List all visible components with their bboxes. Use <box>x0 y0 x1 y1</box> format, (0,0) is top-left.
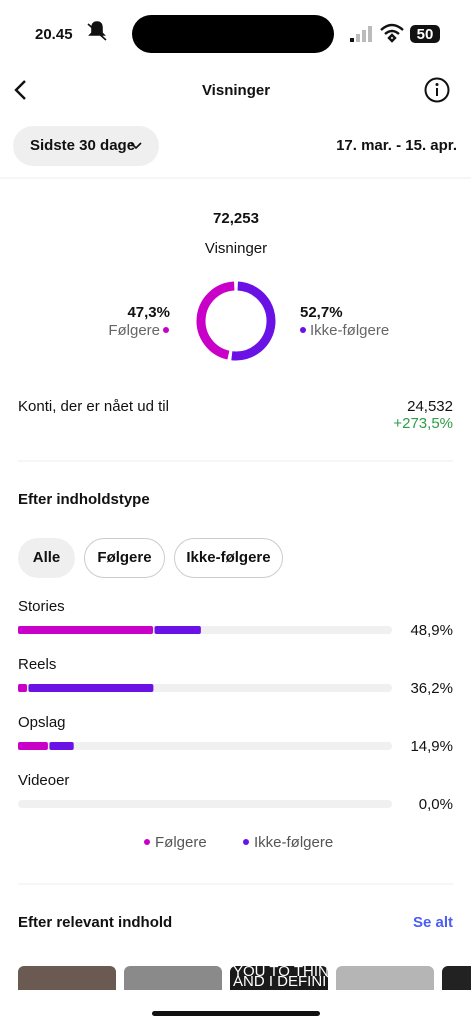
pie-legend: Følgere <box>108 322 160 339</box>
pie-value: 47,3% <box>127 304 170 321</box>
total-views: 72,253 <box>213 210 259 227</box>
signal-icon <box>368 26 372 42</box>
filter-label: Alle <box>33 549 61 566</box>
donut-slice <box>196 281 235 360</box>
signal-icon <box>356 34 360 42</box>
bar-segment <box>49 742 74 750</box>
pie-value: 52,7% <box>300 304 343 321</box>
period-label: Sidste 30 dage <box>30 137 135 154</box>
info-button[interactable] <box>424 77 450 103</box>
reach-value: 24,532 <box>407 398 453 415</box>
total-label: 48,9% <box>410 622 453 639</box>
donut-slice <box>231 281 276 361</box>
battery-level: 50 <box>417 26 434 43</box>
page-title: Visninger <box>202 82 270 99</box>
category-label: Opslag <box>18 714 66 731</box>
home-indicator <box>152 1011 320 1016</box>
legend-dot <box>243 839 249 845</box>
category-label: Videoer <box>18 772 69 789</box>
filter-pill[interactable] <box>18 538 75 578</box>
total-label: Visninger <box>205 240 267 257</box>
pie-legend: Ikke-følgere <box>310 322 389 339</box>
bar-segment <box>18 684 27 692</box>
bar-segment <box>18 626 154 634</box>
total-label: 14,9% <box>410 738 453 755</box>
wifi-icon <box>380 23 404 43</box>
legend-label: Følgere <box>155 834 207 851</box>
filter-label: Følgere <box>97 549 151 566</box>
filter-label: Ikke-følgere <box>186 549 270 566</box>
status-time: 20.45 <box>35 26 73 43</box>
signal-icon <box>350 38 354 42</box>
filter-pill[interactable] <box>84 538 165 578</box>
legend-dot <box>163 327 169 333</box>
thumbnail[interactable] <box>18 966 116 996</box>
category-label: Reels <box>18 656 56 673</box>
period-selector[interactable] <box>13 126 159 166</box>
thumbnail[interactable] <box>124 966 222 996</box>
bar-track <box>18 742 392 750</box>
category-label: Stories <box>18 598 65 615</box>
legend-dot <box>300 327 306 333</box>
bar-track <box>18 800 392 808</box>
bar-segment <box>28 684 154 692</box>
bar-segment <box>18 742 48 750</box>
legend-dot <box>144 839 150 845</box>
total-label: 36,2% <box>410 680 453 697</box>
bar-segment <box>154 626 201 634</box>
bottom-bar <box>0 990 471 1024</box>
date-range: 17. mar. - 15. apr. <box>336 137 457 154</box>
total-label: 0,0% <box>419 796 453 813</box>
section-title: Efter relevant indhold <box>18 914 172 931</box>
thumbnail[interactable] <box>230 966 328 996</box>
signal-icon <box>362 30 366 42</box>
back-button[interactable] <box>14 80 26 100</box>
see-all-link[interactable]: Se alt <box>413 914 453 931</box>
dropdown-icon <box>130 142 142 150</box>
reach-change: +273,5% <box>393 415 453 432</box>
section-title: Efter indholdstype <box>18 491 150 508</box>
filter-pill[interactable] <box>174 538 283 578</box>
thumbnail[interactable] <box>442 966 471 996</box>
battery-icon <box>410 25 440 43</box>
dynamic-island <box>132 15 334 53</box>
thumbnail[interactable] <box>336 966 434 996</box>
reach-label: Konti, der er nået ud til <box>18 398 169 415</box>
legend-label: Ikke-følgere <box>254 834 333 851</box>
mute-icon <box>87 21 107 41</box>
